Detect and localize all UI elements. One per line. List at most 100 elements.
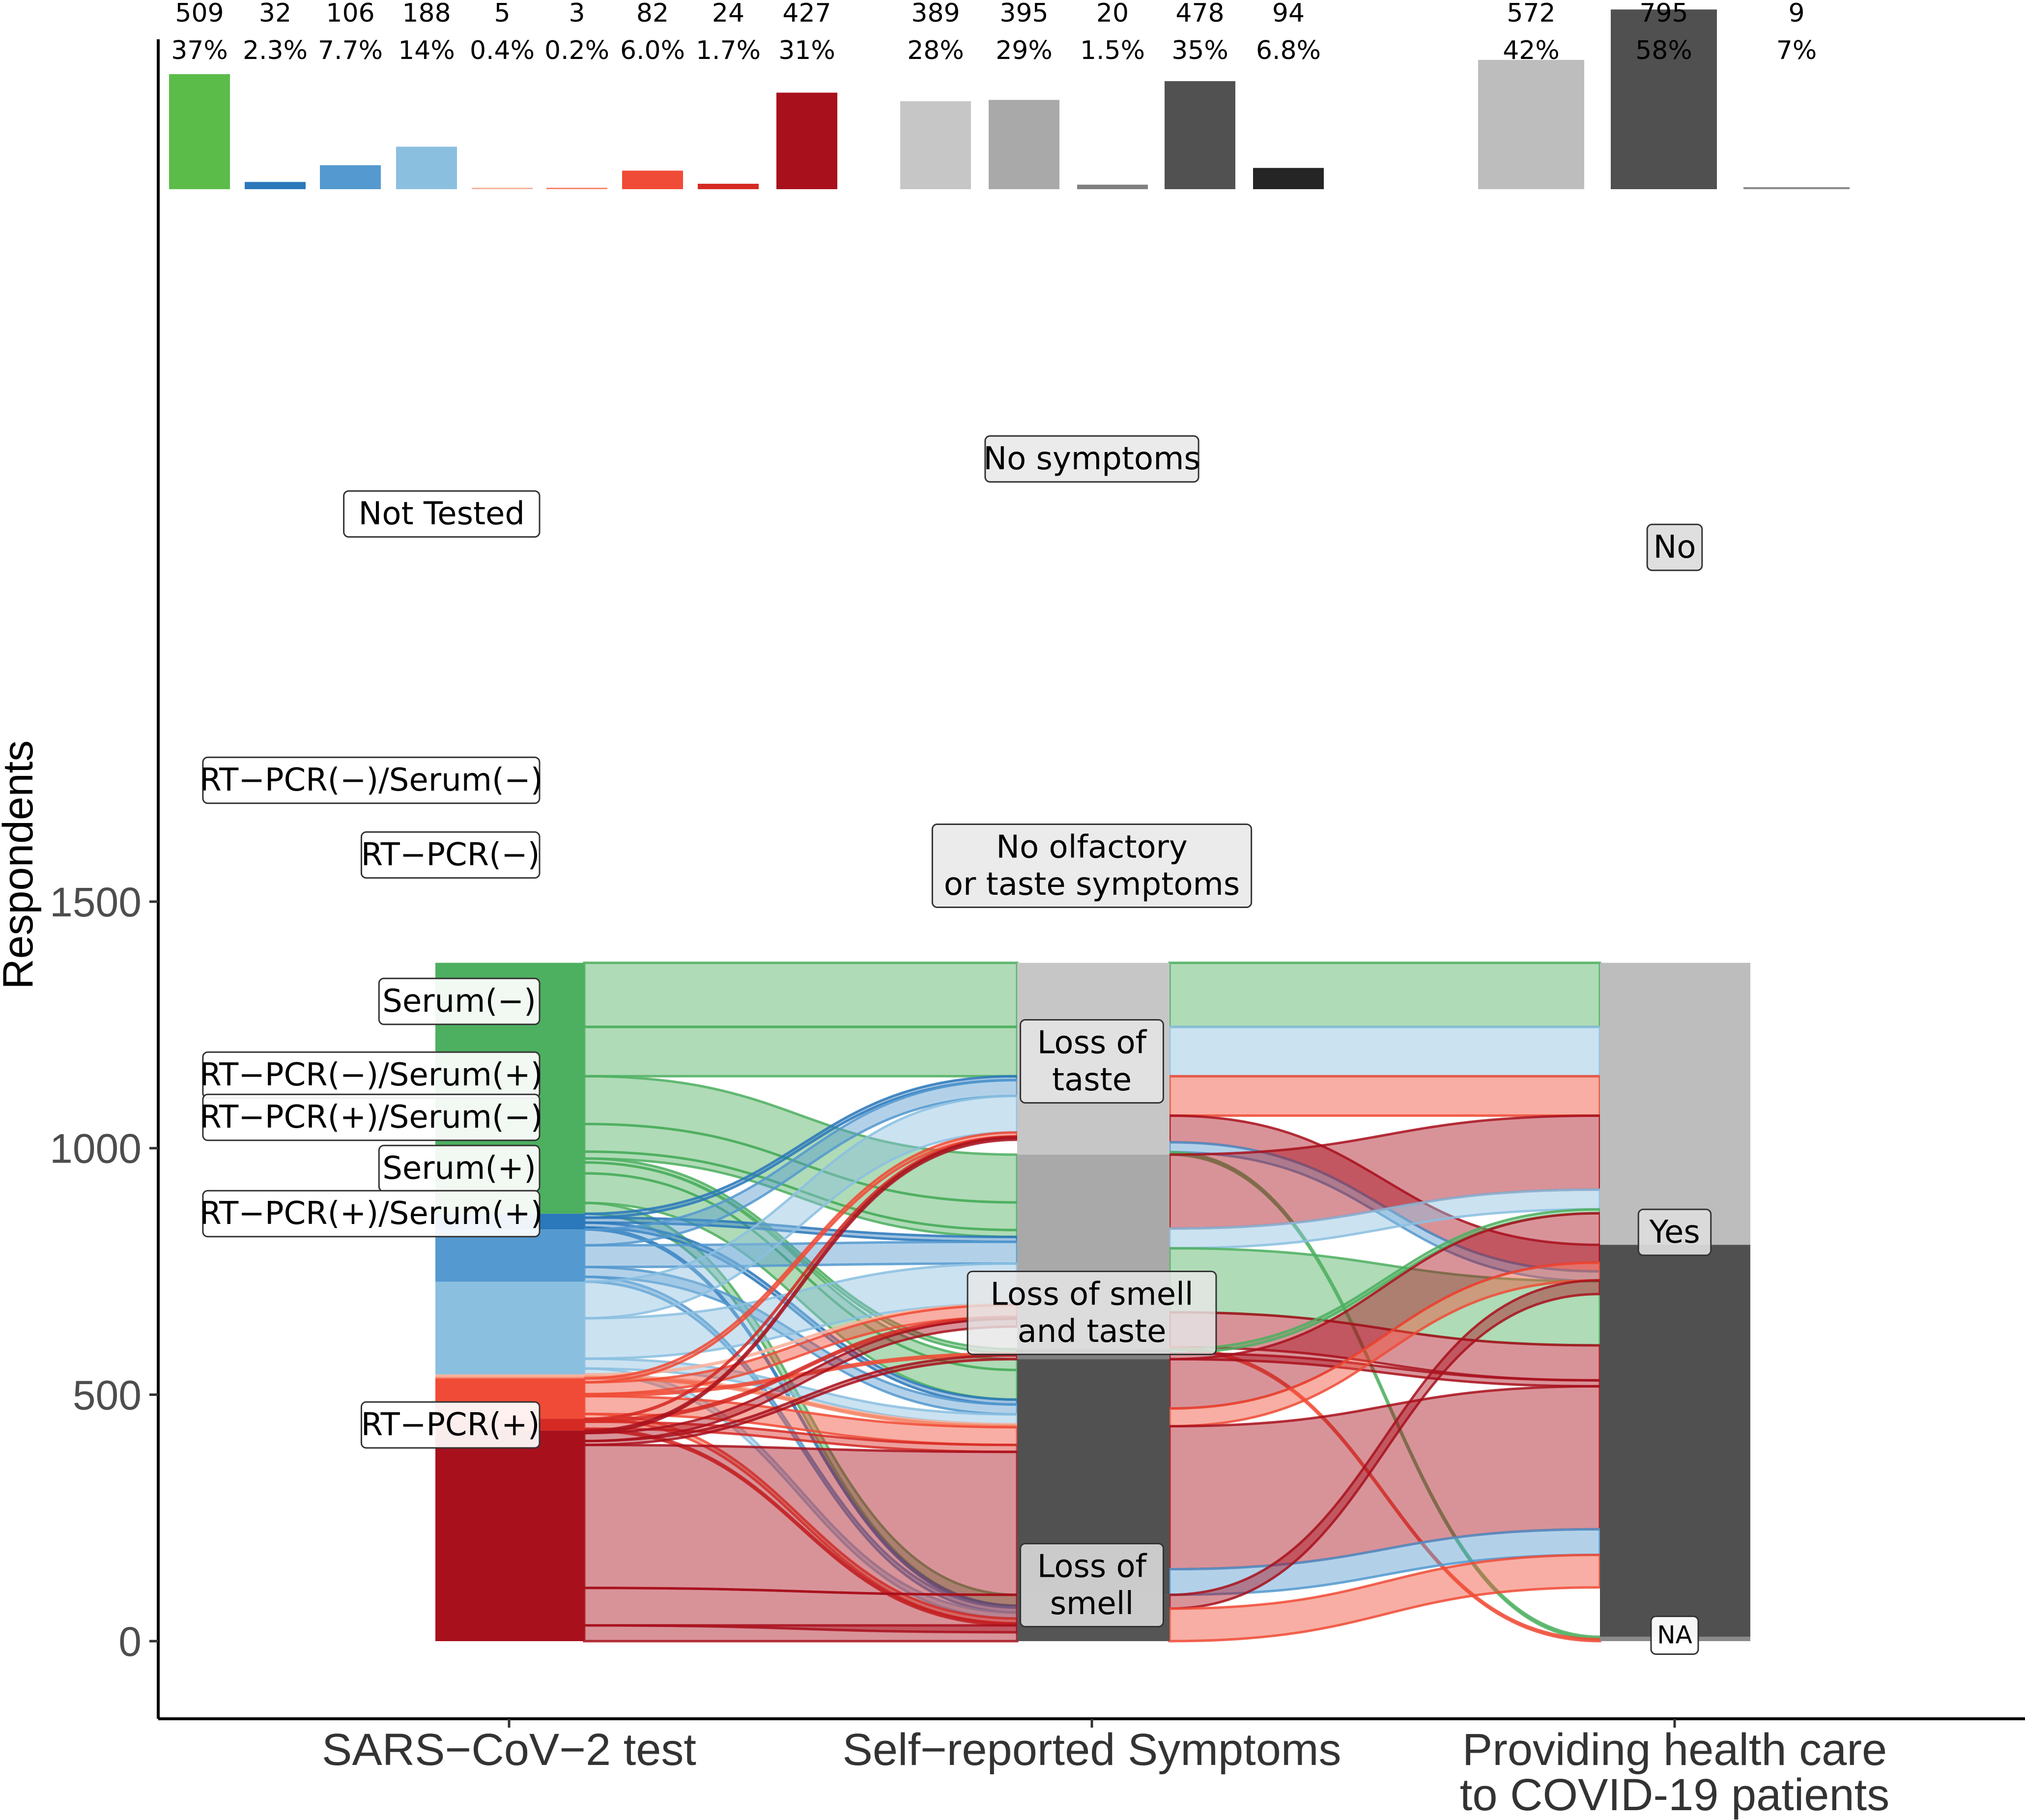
stratum-label-symptoms-no-olfactory-or-taste-symptoms-box	[931, 823, 1253, 909]
pct-label-symptoms-loss-of-taste: 1.5%	[1080, 36, 1145, 65]
y-tick-label-0: 0	[118, 1619, 142, 1665]
stratum-test-rtminuspcr-minus	[435, 1229, 584, 1282]
stratum-label-symptoms-no-olfactory-or-taste-symptoms-text: No olfactory	[996, 829, 1188, 865]
stratum-label-care-yes: Yes	[1637, 1208, 1712, 1256]
stratum-label-test-rtminuspcr-minus-serum-minus: RT−PCR(−)/Serum(−)	[200, 756, 543, 804]
stratum-label-test-rtminuspcr-plus-serum-plus-text: RT−PCR(+)/Serum(+)	[200, 1195, 542, 1232]
count-label-test-serum-plus: 82	[636, 0, 669, 28]
flow-test-symptoms-1	[583, 1025, 1019, 1078]
stratum-label-test-serum-minus: Serum(−)	[378, 977, 541, 1025]
count-label-test-rtminuspcr-minus-serum-plus: 5	[494, 0, 510, 28]
count-label-symptoms-loss-of-smell-and-taste: 478	[1175, 0, 1224, 28]
count-label-test-rtminuspcr-plus-serum-minus: 3	[569, 0, 585, 28]
count-label-test-not-tested: 509	[175, 0, 224, 28]
count-label-test-rtminuspcr-plus: 427	[782, 0, 831, 28]
stratum-test-rtminuspcr-plus-serum-minus	[435, 1377, 584, 1379]
pct-label-symptoms-loss-of-smell-and-taste: 35%	[1171, 36, 1228, 65]
stratum-label-symptoms-loss-of-smell-and-taste-text: and taste	[1018, 1313, 1167, 1350]
flow-test-symptoms-0	[583, 961, 1019, 1028]
count-bar-care-no	[1478, 59, 1584, 189]
stratum-label-symptoms-no-symptoms: No symptoms	[983, 435, 1200, 483]
flow-test-symptoms-36	[583, 1444, 1019, 1596]
stratum-label-symptoms-no-symptoms-box	[984, 435, 1199, 483]
stratum-label-symptoms-loss-of-smell-text: Loss of	[1037, 1548, 1147, 1585]
pct-label-test-not-tested: 37%	[171, 36, 228, 65]
count-bar-symptoms-no-symptoms	[900, 101, 971, 189]
count-bars-layer: 509 37% 32 2.3% 106 7.7% 188 14% 5 0.4% 3 0.2% 82 6.0…	[169, 0, 1850, 190]
stratum-label-care-yes-box	[1637, 1208, 1712, 1256]
stratum-label-test-not-tested: Not Tested	[343, 490, 541, 538]
count-bar-symptoms-loss-of-taste	[1077, 184, 1148, 189]
x-axis-label-test: SARS−CoV−2 test	[322, 1725, 696, 1775]
stratum-label-test-serum-minus-text: Serum(−)	[382, 983, 536, 1020]
count-label-symptoms-no-olfactory-or-taste-symptoms: 395	[999, 0, 1048, 28]
stratum-label-test-rtminuspcr-minus: RT−PCR(−)	[360, 831, 541, 879]
pct-label-test-rtminuspcr-minus-serum-minus: 2.3%	[243, 36, 308, 65]
pct-label-test-serum-minus: 14%	[398, 36, 455, 65]
count-label-test-rtminuspcr-minus: 106	[326, 0, 374, 28]
stratum-label-test-rtminuspcr-minus-box	[360, 831, 541, 879]
stratum-label-care-no: No	[1646, 523, 1703, 571]
stratum-label-test-serum-plus-text: Serum(+)	[382, 1150, 536, 1187]
stratum-label-test-not-tested-text: Not Tested	[359, 496, 525, 532]
stratum-label-symptoms-no-olfactory-or-taste-symptoms-text: or taste symptoms	[944, 866, 1240, 903]
count-label-test-rtminuspcr-plus-serum-plus: 24	[712, 0, 744, 28]
count-bar-care-na	[1743, 187, 1850, 189]
count-bar-care-yes	[1611, 9, 1717, 190]
count-bar-test-rtminuspcr-plus-serum-minus	[546, 188, 607, 189]
stratum-label-test-rtminuspcr-plus-text: RT−PCR(+)	[361, 1407, 540, 1443]
stratum-label-symptoms-loss-of-smell-and-taste-box	[967, 1270, 1217, 1356]
stratum-label-symptoms-loss-of-taste-text: Loss of	[1037, 1024, 1147, 1061]
count-bar-symptoms-loss-of-smell-and-taste	[1165, 81, 1235, 189]
stratum-test-rtminuspcr-minus-serum-plus	[435, 1374, 584, 1377]
flow-symptoms-care-1	[1168, 1025, 1601, 1078]
pct-label-test-rtminuspcr-plus-serum-minus: 0.2%	[544, 36, 609, 65]
x-axis-label-care: to COVID-19 patients	[1460, 1770, 1889, 1820]
pct-label-care-yes: 58%	[1635, 36, 1692, 65]
stratum-label-test-rtminuspcr-plus-serum-minus-text: RT−PCR(+)/Serum(−)	[200, 1099, 542, 1136]
count-label-symptoms-loss-of-taste: 20	[1096, 0, 1129, 28]
count-bar-test-rtminuspcr-minus	[320, 165, 381, 189]
stratum-label-test-rtminuspcr-minus-serum-plus-text: RT−PCR(−)/Serum(+)	[200, 1057, 542, 1093]
stratum-label-care-no-text: No	[1653, 529, 1696, 566]
stratum-label-test-not-tested-box	[343, 490, 541, 538]
axes-layer: 0 500 1000 1500 SARS−CoV−2 test Self−reported…	[50, 39, 2025, 1820]
count-bar-test-rtminuspcr-plus-serum-plus	[698, 183, 759, 189]
pct-label-test-rtminuspcr-plus: 31%	[778, 36, 835, 65]
flow-symptoms-care-2	[1168, 1075, 1601, 1117]
y-tick-label-1500: 1500	[50, 879, 142, 925]
stratum-label-symptoms-loss-of-taste-text: taste	[1052, 1062, 1132, 1098]
stratum-test-serum-minus	[435, 1281, 584, 1375]
pct-label-test-serum-plus: 6.0%	[620, 36, 685, 65]
stratum-label-test-rtminuspcr-plus-serum-minus: RT−PCR(+)/Serum(−)	[200, 1093, 543, 1141]
stratum-care-no	[1600, 963, 1750, 1245]
y-tick-label-1000: 1000	[50, 1126, 142, 1172]
count-bar-test-serum-plus	[622, 171, 683, 189]
labels-layer: Not Tested RT−PCR(−)/Serum(−) RT−PCR(−) Ser…	[200, 435, 1712, 1655]
stratum-label-care-no-box	[1646, 523, 1703, 571]
count-label-care-na: 9	[1788, 0, 1804, 28]
stratum-label-test-rtminuspcr-plus-serum-plus-box	[202, 1190, 541, 1238]
count-bar-test-rtminuspcr-minus-serum-plus	[472, 188, 533, 189]
stratum-label-symptoms-loss-of-smell-box	[1020, 1542, 1164, 1628]
stratum-label-care-na-box	[1650, 1616, 1699, 1655]
count-label-care-no: 572	[1507, 0, 1555, 28]
flow-symptoms-care-0	[1168, 961, 1601, 1028]
count-label-care-yes: 795	[1639, 0, 1688, 28]
stratum-test-rtminuspcr-plus	[435, 1430, 584, 1641]
stratum-label-test-rtminuspcr-minus-serum-minus-box	[202, 756, 541, 804]
stratum-label-test-serum-plus: Serum(+)	[378, 1144, 541, 1193]
stratum-label-symptoms-loss-of-taste-box	[1020, 1019, 1164, 1104]
stratum-label-care-na: NA	[1650, 1616, 1699, 1655]
count-bar-test-serum-minus	[396, 146, 457, 189]
stratum-label-symptoms-no-symptoms-text: No symptoms	[983, 441, 1200, 477]
x-axis-label-care: Providing health care	[1462, 1725, 1887, 1775]
flow-test-symptoms-38	[583, 1624, 1019, 1643]
stratum-label-test-rtminuspcr-minus-serum-plus: RT−PCR(−)/Serum(+)	[200, 1051, 543, 1099]
count-bar-symptoms-no-olfactory-or-taste-symptoms	[989, 100, 1059, 189]
pct-label-symptoms-no-symptoms: 28%	[907, 36, 964, 65]
